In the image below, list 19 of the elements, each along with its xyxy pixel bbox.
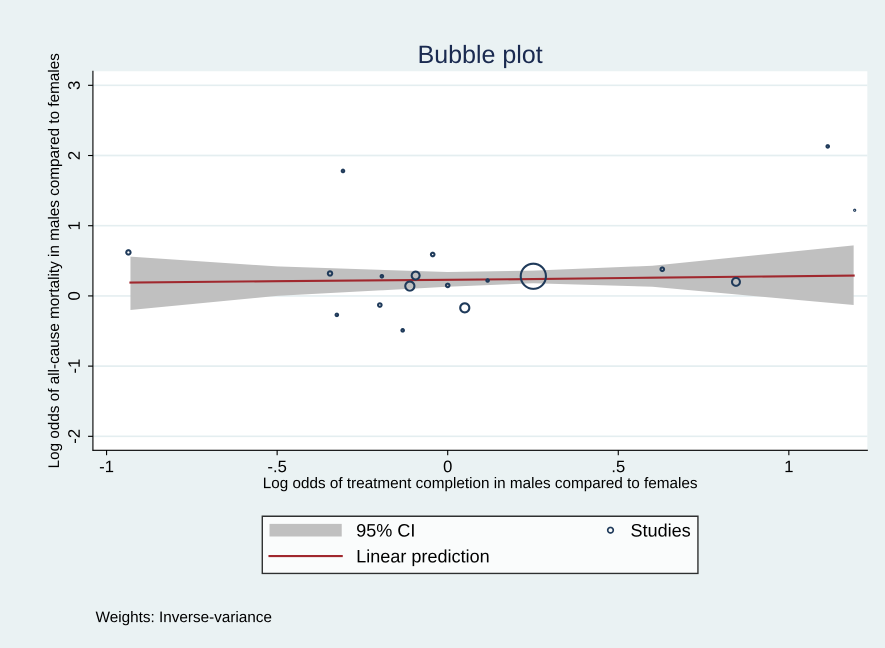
legend-label: Linear prediction	[358, 549, 488, 566]
y-tick-label: -2	[68, 430, 80, 443]
x-tick-label: .5	[612, 460, 625, 472]
y-tick-label: 0	[68, 292, 80, 300]
y-tick-label: -1	[68, 360, 80, 373]
chart-title: Bubble plot	[420, 44, 542, 68]
line-series	[129, 274, 855, 284]
text: 95% CI	[357, 524, 414, 537]
x-tick-label: 1	[785, 460, 793, 472]
x-tick-label: -.5	[268, 460, 286, 472]
legend-label: Studies	[631, 523, 690, 537]
x-tick-label: 0	[444, 460, 452, 472]
y-tick-label: 1	[68, 222, 80, 230]
text: Weights: Inverse-variance	[96, 611, 272, 626]
y-axis-title: Log odds of all-cause mortality in males compared to females	[48, 54, 62, 468]
x-axis-title: Log odds of treatment completion in males compared to females	[264, 477, 697, 492]
x-tick-label: -1	[100, 460, 114, 472]
y-tick-label: 3	[68, 81, 80, 90]
y-tick-label: 2	[68, 152, 80, 160]
